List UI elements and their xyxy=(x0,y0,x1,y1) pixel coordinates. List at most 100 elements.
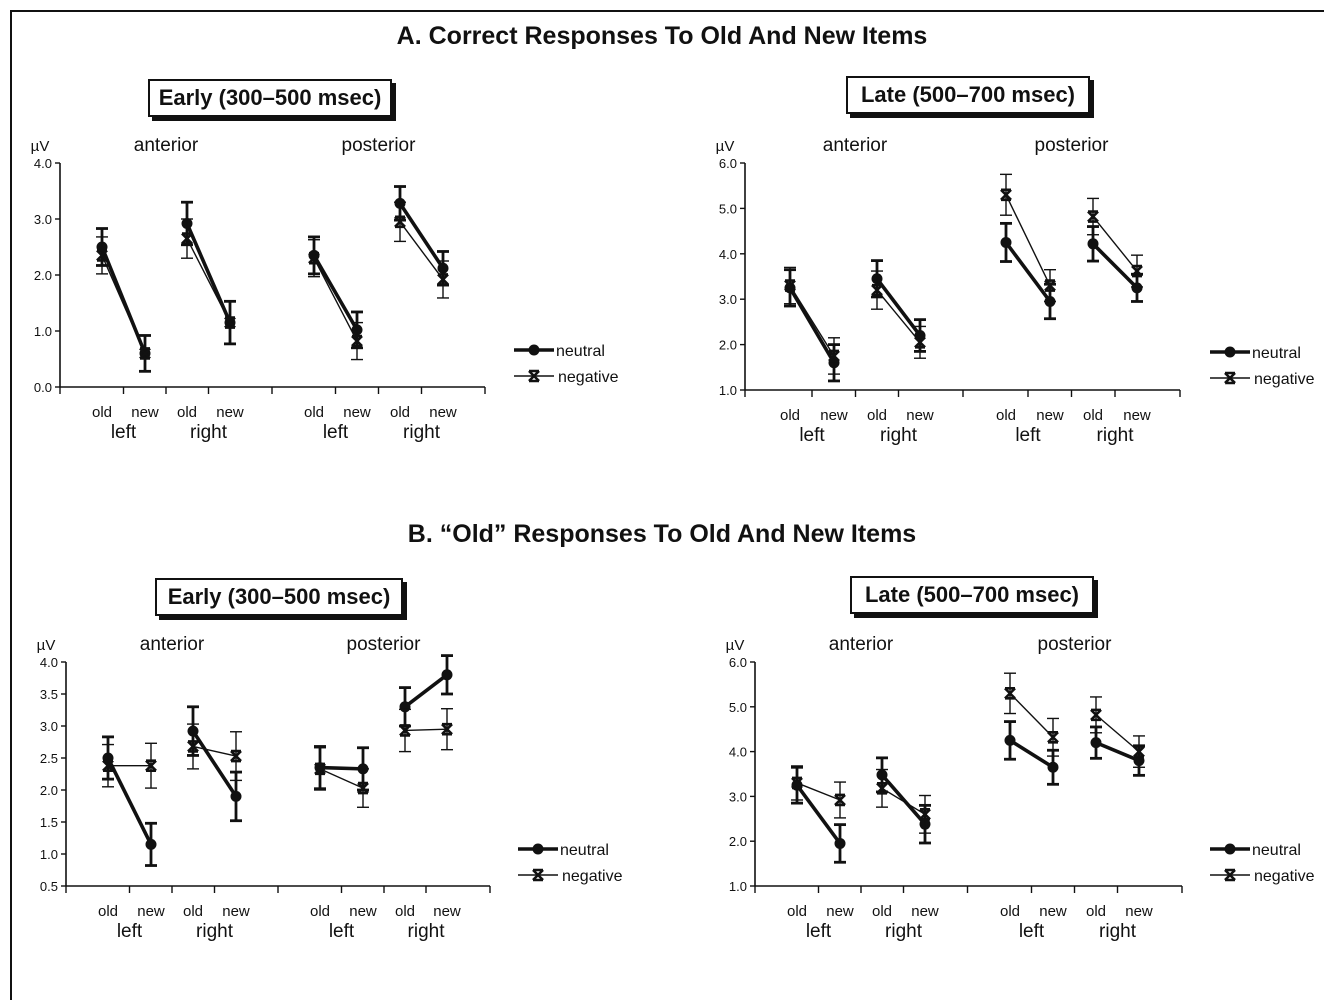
panel-a-early-neutral-line xyxy=(185,222,232,324)
panel-b-late-negative-line xyxy=(881,787,926,815)
panel-a-early-negative-line xyxy=(101,255,146,354)
panel-a-early-y-tick-label: 0.0 xyxy=(34,380,52,395)
panel-a-early-period-label: Early (300–500 msec) xyxy=(148,79,392,117)
panel-b-late-neutral-point xyxy=(1090,737,1102,749)
panel-b-early-negative-line xyxy=(404,728,448,732)
panel-a-early-negative-point xyxy=(308,251,320,265)
panel-b-late-y-tick-label: 4.0 xyxy=(729,745,747,760)
panel-b-early-legend-neutral-label: neutral xyxy=(560,842,609,859)
panel-b-late-legend-neutral-label: neutral xyxy=(1252,842,1301,859)
panel-a-late-neutral-point xyxy=(1000,236,1012,248)
panel-b-early-neutral-line xyxy=(319,765,364,771)
panel-b-early-neutral-point xyxy=(145,838,157,850)
panel-b-early-neutral-point xyxy=(230,790,242,802)
panel-a-early-x-tick-label: new xyxy=(429,404,457,421)
panel-a-late-y-tick-label: 4.0 xyxy=(719,247,737,262)
panel-a-early-legend-negative-label: negative xyxy=(558,369,619,386)
panel-b-early-region-label: anterior xyxy=(140,634,205,655)
panel-b-late-negative-point xyxy=(919,808,931,821)
panel-a-late-y-tick-label: 1.0 xyxy=(719,383,737,398)
panel-b-early-legend-neutral-marker xyxy=(532,843,544,855)
panel-b-early-negative-line xyxy=(319,768,364,789)
panel-b-late-hemisphere-label: left xyxy=(1019,921,1045,942)
panel-a-late-legend-neutral-label: neutral xyxy=(1252,345,1301,362)
panel-b-late-y-tick-label: 3.0 xyxy=(729,789,747,804)
panel-b-early-neutral-line xyxy=(106,757,153,846)
panel-b-early-negative-point xyxy=(187,740,199,753)
panel-a-late-negative-point xyxy=(828,349,840,363)
panel-a-late-y-tick-label: 3.0 xyxy=(719,292,737,307)
panel-b-early-x-tick-label: new xyxy=(222,903,250,920)
panel-a-late-x-tick-label: new xyxy=(1123,407,1151,424)
panel-b-early-legend-negative-label: negative xyxy=(562,868,623,885)
panel-a-late-y-tick-label: 2.0 xyxy=(719,338,737,353)
panel-b-late-negative-point xyxy=(876,782,888,795)
panel-a-early-y-tick-label: 3.0 xyxy=(34,212,52,227)
panel-b-late-x-tick-label: new xyxy=(1039,903,1067,920)
panel-a-early-negative-point xyxy=(351,334,363,348)
panel-a-early-hemisphere-label: right xyxy=(190,422,228,443)
panel-b-late-region-label: anterior xyxy=(829,634,894,655)
panel-b-early-y-tick-label: 2.0 xyxy=(40,783,58,798)
panel-b-late-hemisphere-label: right xyxy=(1099,921,1137,942)
panel-a-late-negative-line xyxy=(1092,216,1138,272)
panel-b-early-neutral-point xyxy=(441,669,453,681)
panel-a-late-negative-point xyxy=(1087,210,1099,223)
panel-a-early-negative-point xyxy=(437,273,449,286)
panel-b-late-period-label: Late (500–700 msec) xyxy=(850,576,1094,614)
panel-b-late-negative-point xyxy=(791,776,803,790)
panel-a-late-x-tick-label: old xyxy=(1083,407,1103,424)
panel-b-early-neutral-line xyxy=(191,730,238,798)
panel-b-late-hemisphere-label: left xyxy=(806,921,832,942)
section-b-title: B. “Old” Responses To Old And New Items xyxy=(407,520,917,548)
panel-a-early-x-tick-label: new xyxy=(131,404,159,421)
panel-b-early-y-tick-label: 0.5 xyxy=(40,879,58,894)
panel-b-late-y-tick-label: 6.0 xyxy=(729,655,747,670)
panel-a-late-negative-point xyxy=(1000,188,1012,202)
figure-frame xyxy=(10,10,1324,1000)
panel-a-late-neutral-line xyxy=(788,286,836,364)
panel-a-late-neutral-point xyxy=(1131,282,1143,294)
panel-a-late-legend-negative-marker xyxy=(1224,371,1236,385)
panel-a-late-region-label: posterior xyxy=(1035,135,1110,156)
panel-b-early-y-tick-label: 1.0 xyxy=(40,847,58,862)
panel-a-late-hemisphere-label: right xyxy=(1097,425,1135,446)
panel-b-early-x-tick-label: old xyxy=(395,903,415,920)
panel-a-early-region-label: anterior xyxy=(134,135,199,156)
panel-a-late-region-label: anterior xyxy=(823,135,888,156)
panel-a-late-period-label: Late (500–700 msec) xyxy=(846,76,1090,114)
panel-a-late-negative-point xyxy=(871,283,883,297)
panel-a-early-negative-line xyxy=(399,221,444,280)
panel-b-late-neutral-point xyxy=(834,837,846,849)
panel-a-late-x-tick-label: old xyxy=(996,407,1016,424)
panel-a-early-hemisphere-label: right xyxy=(403,422,441,443)
panel-b-late-neutral-line xyxy=(1095,740,1140,763)
panel-b-early-hemisphere-label: left xyxy=(117,921,143,942)
panel-a-early-legend-neutral-marker xyxy=(528,344,540,356)
panel-b-late-neutral-line xyxy=(880,773,927,826)
panel-b-early-y-tick-label: 1.5 xyxy=(40,815,58,830)
panel-b-early-x-tick-label: old xyxy=(183,903,203,920)
panel-a-early-hemisphere-label: left xyxy=(323,422,349,443)
panel-b-early-x-tick-label: new xyxy=(137,903,165,920)
panel-b-late-negative-point xyxy=(1004,687,1016,700)
panel-b-early-period-label: Early (300–500 msec) xyxy=(155,578,403,616)
panel-a-early-region-label: posterior xyxy=(342,135,417,156)
panel-b-late-y-tick-label: 5.0 xyxy=(729,700,747,715)
panel-a-late-x-tick-label: new xyxy=(820,407,848,424)
panel-b-late-legend-neutral-marker xyxy=(1224,843,1236,855)
panel-b-late-y-tick-label: 1.0 xyxy=(729,879,747,894)
panel-b-early-x-tick-label: old xyxy=(98,903,118,920)
panel-a-late-x-tick-label: old xyxy=(867,407,887,424)
panel-a-early-negative-line xyxy=(186,238,231,323)
panel-a-early-neutral-line xyxy=(398,202,445,270)
panel-a-early-neutral-line xyxy=(312,254,359,331)
panel-a-early-y-tick-label: 1.0 xyxy=(34,324,52,339)
panel-a-early-negative-point xyxy=(394,215,406,229)
panel-a-early-y-axis-unit: µV xyxy=(31,138,50,155)
panel-b-early-hemisphere-label: right xyxy=(196,921,234,942)
panel-b-early-y-tick-label: 4.0 xyxy=(40,655,58,670)
panel-a-early-negative-line xyxy=(313,257,358,342)
panel-b-early-negative-point xyxy=(314,762,326,776)
